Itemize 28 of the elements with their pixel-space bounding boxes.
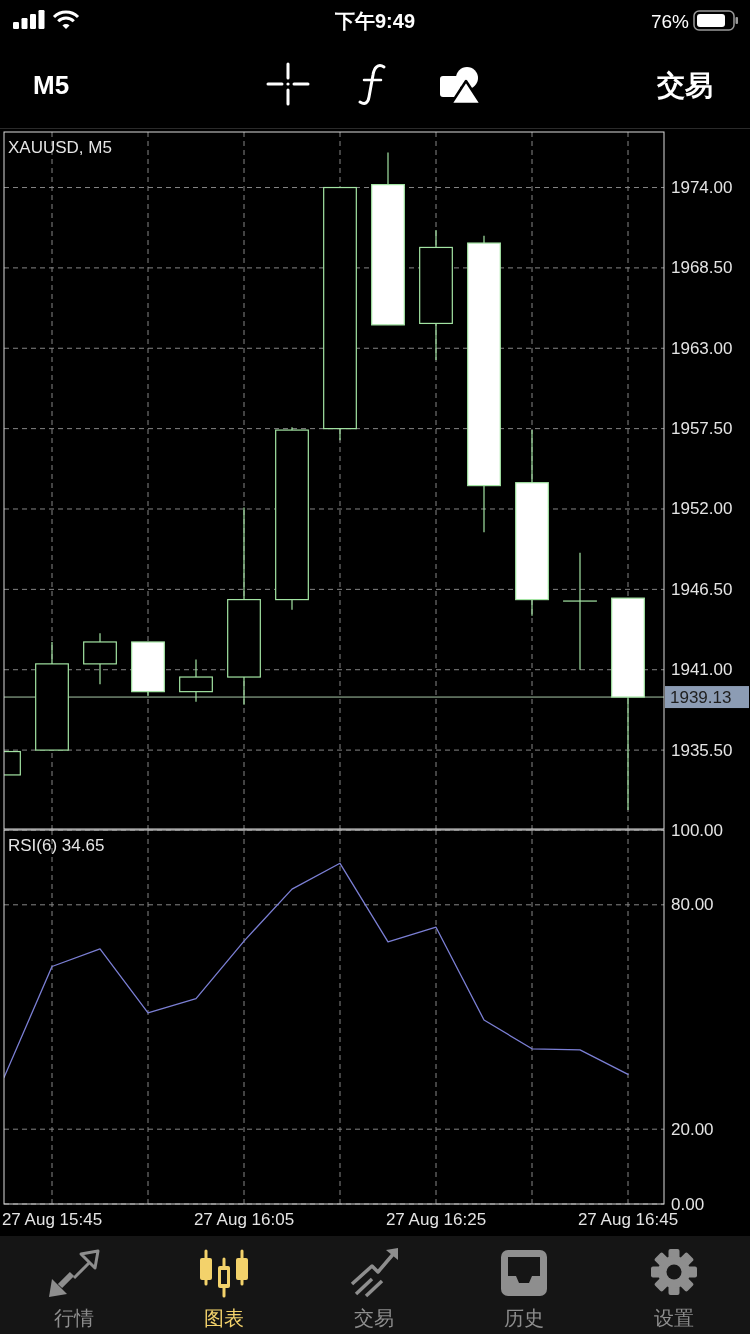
y-tick-label: 1946.50	[671, 579, 733, 599]
chart-title: RSI(6) 34.65	[8, 835, 105, 855]
text: 下午9:49	[333, 10, 416, 32]
y-tick-label: 80.00	[671, 895, 714, 915]
x-tick-label: 27 Aug 16:05	[193, 1209, 295, 1229]
text: 交易	[354, 1307, 394, 1329]
candlestick	[563, 552, 597, 671]
y-tick-label: 1974.00	[671, 178, 733, 198]
y-tick-label: 1963.00	[671, 338, 733, 358]
text: 图表	[204, 1307, 244, 1329]
text: 设置	[654, 1307, 694, 1329]
y-tick-label: 1941.00	[671, 660, 733, 680]
text: 行情	[54, 1307, 94, 1329]
x-tick-label: 27 Aug 15:45	[1, 1209, 103, 1229]
text: 76%	[650, 10, 690, 32]
text: 历史	[504, 1307, 544, 1329]
ref-line-label: 1939.13	[670, 687, 732, 707]
text: 交易	[656, 69, 713, 101]
y-tick-label: 1952.00	[671, 499, 733, 519]
y-tick-label: 100.00	[671, 820, 723, 840]
line-series	[4, 862, 629, 1079]
text: M5	[33, 70, 70, 100]
chart-title: XAUUSD, M5	[8, 137, 112, 157]
y-tick-label: 1968.50	[671, 258, 733, 278]
x-tick-label: 27 Aug 16:25	[385, 1209, 487, 1229]
y-tick-label: 1957.50	[671, 419, 733, 439]
y-tick-label: 1935.50	[671, 740, 733, 760]
y-tick-label: 20.00	[671, 1119, 714, 1139]
